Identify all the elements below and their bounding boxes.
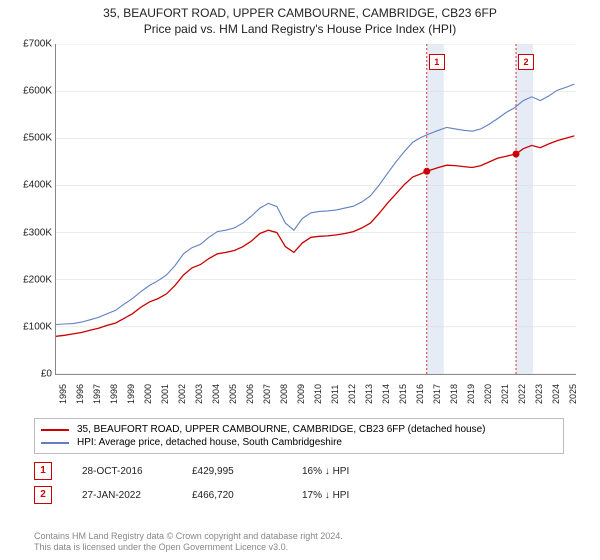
x-tick-label: 2004 bbox=[211, 384, 221, 404]
chart-subtitle: Price paid vs. HM Land Registry's House … bbox=[0, 20, 600, 36]
sale-pct: 16% ↓ HPI bbox=[302, 466, 349, 477]
x-tick-label: 2014 bbox=[381, 384, 391, 404]
y-tick-label: £500K bbox=[23, 133, 52, 144]
sale-date: 27-JAN-2022 bbox=[82, 490, 162, 501]
x-tick-label: 2023 bbox=[534, 384, 544, 404]
legend-row: HPI: Average price, detached house, Sout… bbox=[41, 436, 557, 449]
x-tick-label: 2021 bbox=[500, 384, 510, 404]
x-tick-label: 2011 bbox=[330, 385, 340, 404]
legend-swatch bbox=[41, 442, 69, 444]
sale-row: 2 27-JAN-2022 £466,720 17% ↓ HPI bbox=[34, 486, 574, 504]
chart-title: 35, BEAUFORT ROAD, UPPER CAMBOURNE, CAMB… bbox=[0, 0, 600, 20]
x-tick-label: 1996 bbox=[75, 384, 85, 404]
sale-pct: 17% ↓ HPI bbox=[302, 490, 349, 501]
sale-row: 1 28-OCT-2016 £429,995 16% ↓ HPI bbox=[34, 462, 574, 480]
plot-marker-badge: 1 bbox=[429, 54, 445, 70]
sale-price: £466,720 bbox=[192, 490, 272, 501]
legend-row: 35, BEAUFORT ROAD, UPPER CAMBOURNE, CAMB… bbox=[41, 423, 557, 436]
x-tick-label: 2022 bbox=[517, 384, 527, 404]
sale-price: £429,995 bbox=[192, 466, 272, 477]
x-tick-label: 2018 bbox=[449, 384, 459, 404]
y-tick-label: £0 bbox=[41, 369, 52, 380]
x-tick-label: 2017 bbox=[432, 384, 442, 404]
x-tick-label: 2025 bbox=[568, 384, 578, 404]
attribution-line: This data is licensed under the Open Gov… bbox=[34, 542, 343, 554]
y-tick-label: £700K bbox=[23, 39, 52, 50]
x-tick-label: 2016 bbox=[415, 384, 425, 404]
x-tick-label: 2000 bbox=[143, 384, 153, 404]
x-tick-label: 2013 bbox=[364, 384, 374, 404]
legend-label: 35, BEAUFORT ROAD, UPPER CAMBOURNE, CAMB… bbox=[77, 424, 485, 435]
x-tick-label: 2002 bbox=[177, 384, 187, 404]
x-tick-label: 2006 bbox=[245, 384, 255, 404]
x-tick-label: 2019 bbox=[466, 384, 476, 404]
sale-badge: 1 bbox=[34, 462, 52, 480]
chart-container: 35, BEAUFORT ROAD, UPPER CAMBOURNE, CAMB… bbox=[0, 0, 600, 560]
legend-label: HPI: Average price, detached house, Sout… bbox=[77, 437, 342, 448]
legend-swatch bbox=[41, 429, 69, 431]
x-tick-label: 1997 bbox=[92, 384, 102, 404]
plot-svg bbox=[56, 44, 576, 374]
sale-date: 28-OCT-2016 bbox=[82, 466, 162, 477]
x-tick-label: 2007 bbox=[262, 384, 272, 404]
x-tick-label: 2012 bbox=[347, 384, 357, 404]
y-tick-label: £400K bbox=[23, 180, 52, 191]
x-tick-label: 2005 bbox=[228, 384, 238, 404]
attribution-line: Contains HM Land Registry data © Crown c… bbox=[34, 531, 343, 543]
x-tick-label: 2010 bbox=[313, 384, 323, 404]
x-tick-label: 2020 bbox=[483, 384, 493, 404]
x-tick-label: 2009 bbox=[296, 384, 306, 404]
y-tick-label: £600K bbox=[23, 86, 52, 97]
y-tick-label: £100K bbox=[23, 321, 52, 332]
x-tick-label: 1995 bbox=[58, 384, 68, 404]
x-tick-label: 2015 bbox=[398, 384, 408, 404]
attribution: Contains HM Land Registry data © Crown c… bbox=[34, 531, 343, 554]
x-tick-label: 1998 bbox=[109, 384, 119, 404]
plot-area bbox=[55, 44, 576, 375]
x-tick-label: 2003 bbox=[194, 384, 204, 404]
y-tick-label: £200K bbox=[23, 274, 52, 285]
plot-marker-badge: 2 bbox=[518, 54, 534, 70]
x-tick-label: 2024 bbox=[551, 384, 561, 404]
y-tick-label: £300K bbox=[23, 227, 52, 238]
x-tick-label: 2001 bbox=[160, 384, 170, 404]
x-tick-label: 1999 bbox=[126, 384, 136, 404]
sale-badge: 2 bbox=[34, 486, 52, 504]
legend: 35, BEAUFORT ROAD, UPPER CAMBOURNE, CAMB… bbox=[34, 418, 564, 454]
x-tick-label: 2008 bbox=[279, 384, 289, 404]
